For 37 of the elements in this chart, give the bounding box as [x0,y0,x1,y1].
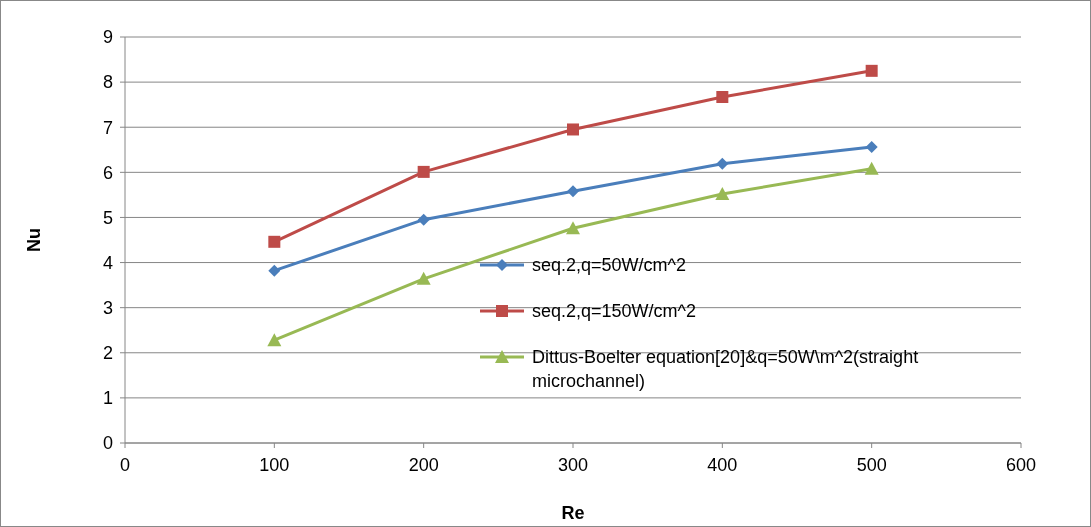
point [716,157,729,170]
y-tick-label: 5 [102,207,113,228]
point [268,235,281,248]
point [417,165,430,178]
legend-label: Dittus-Boelter equation[20]&q=50W\m^2(straight microchannel) [532,347,919,392]
x-tick-label: 300 [557,455,589,475]
y-axis-title: Nu [24,228,44,252]
point [567,185,579,198]
legend-label: seq.2,q=50W/cm^2 [532,255,687,276]
y-tick-label: 6 [102,162,113,183]
point [715,186,730,200]
y-tick-label: 1 [102,388,113,409]
y-tick-label: 9 [102,27,113,48]
y-tick-label: 8 [102,72,113,93]
point [416,271,431,285]
point [566,221,580,235]
y-tick-label: 2 [102,343,113,364]
point [716,91,729,103]
point [864,161,879,175]
y-tick-label: 3 [102,297,113,318]
y-tick-label: 4 [102,252,113,273]
x-tick-label: 500 [856,455,887,475]
x-tick-label: 400 [707,455,738,475]
x-tick-label: 100 [259,455,290,475]
point [865,64,878,77]
x-tick-label: 600 [1005,455,1037,475]
x-tick-label: 0 [119,455,131,475]
y-tick-label: 7 [102,117,113,138]
point [417,213,430,226]
x-axis-title: Re [561,503,585,523]
legend-label: seq.2,q=150W/cm^2 [532,301,697,322]
x-tick-label: 200 [408,455,439,475]
point [865,141,878,154]
point [567,123,579,136]
point [267,333,282,347]
y-tick-label: 0 [102,433,113,454]
point [268,264,281,277]
